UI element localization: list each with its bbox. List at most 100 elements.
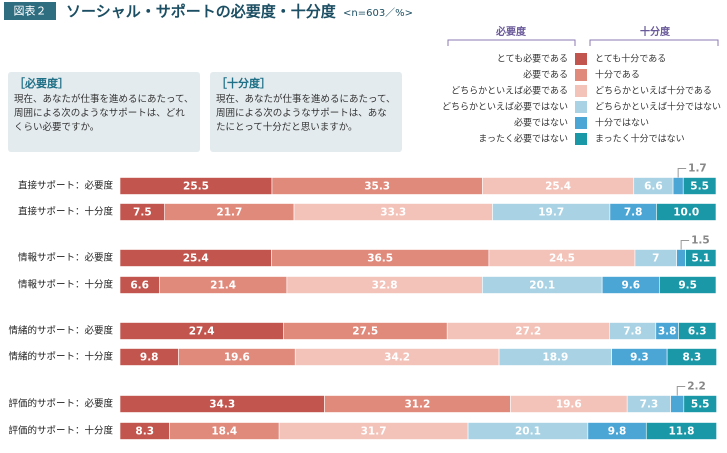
value-label: 6.6 [644,181,663,193]
legend-swatch [575,53,587,65]
value-label: 32.8 [372,280,398,292]
value-label: 8.3 [683,352,702,364]
value-label: 9.5 [678,280,697,292]
row-label: 情緒的サポート：十分度 [8,351,113,363]
value-label: 21.4 [210,280,236,292]
legend-title: 必要度 [495,25,527,38]
bar-segment [666,348,717,366]
box-title: ［十分度］ [216,77,271,90]
value-label: 7.3 [640,399,659,411]
note: <n=603／%> [343,7,413,19]
value-label: 1.5 [691,235,710,247]
value-label: 19.7 [538,207,564,219]
bar-segment [685,249,717,267]
value-label: 35.3 [364,181,390,193]
value-label: 31.2 [404,399,430,411]
leader-line [677,168,687,178]
row-label: 評価的サポート：十分度 [8,425,113,437]
box-title: ［必要度］ [14,77,69,90]
legend-label: まったく十分ではない [595,133,685,145]
value-label: 25.4 [545,181,571,193]
value-label: 20.1 [529,280,555,292]
value-label: 19.6 [224,352,250,364]
value-label: 7 [652,253,659,265]
box-text: 現在、あなたが仕事を進めるにあたって、周囲による次のようなサポートは、どれくらい… [14,94,194,133]
badge-bg [4,2,56,20]
value-label: 7.5 [133,207,152,219]
row-label: 直接サポート：十分度 [18,206,114,218]
badge: 図表２ [14,4,47,18]
legend-label: とても十分である [595,53,666,65]
value-label: 27.2 [515,326,541,338]
bar-segment [656,203,717,221]
value-label: 11.8 [668,426,694,438]
value-label: 27.5 [352,326,378,338]
box-text: 現在、あなたが仕事を進めるにあたって、周囲による次のようなサポートは、あなたにと… [216,94,396,133]
bar-segment [670,395,685,413]
bar-segment [683,395,717,413]
bar-segment [678,322,717,340]
value-label: 18.4 [211,426,237,438]
value-label: 5.5 [691,399,710,411]
value-label: 9.3 [630,352,649,364]
bracket [589,39,719,46]
value-label: 3.8 [658,326,677,338]
bar-segment [645,422,717,440]
bar-segment [676,249,686,267]
value-label: 5.5 [690,181,709,193]
legend-swatch [575,85,587,97]
title: ソーシャル・サポートの必要度・十分度 [66,3,337,21]
legend-swatch [575,117,587,129]
value-label: 1.7 [688,163,707,175]
value-label: 36.5 [367,253,393,265]
info-box: ［必要度］ 現在、あなたが仕事を進めるにあたって、周囲による次のようなサポートは、… [8,72,200,152]
value-label: 18.9 [542,352,568,364]
value-label: 21.7 [216,207,242,219]
value-label: 9.6 [621,280,640,292]
legend-label: どちらかといえば必要ではない [442,101,568,113]
value-label: 25.5 [183,181,209,193]
value-label: 9.8 [140,352,159,364]
value-label: 7.8 [623,326,642,338]
value-label: 34.3 [209,399,235,411]
value-label: 8.3 [135,426,154,438]
legend-label: 十分である [595,69,640,81]
legend-title: 十分度 [640,25,671,38]
legend-label: まったく必要ではない [478,133,568,145]
bar-segment [682,177,717,195]
row-label: 直接サポート：必要度 [18,180,114,192]
row-label: 情報サポート：必要度 [18,252,114,264]
value-label: 6.6 [130,280,149,292]
value-label: 10.0 [673,207,699,219]
row-label: 評価的サポート：必要度 [8,398,113,410]
value-label: 7.8 [624,207,643,219]
leader-line [680,240,690,250]
value-label: 31.7 [361,426,387,438]
legend-swatch [575,133,587,145]
legend-swatch [575,101,587,113]
row-label: 情報サポート：十分度 [18,279,114,291]
legend-label: とても必要である [497,53,568,65]
bracket [447,39,576,46]
bar-segment [672,177,684,195]
value-label: 2.2 [687,381,706,393]
value-label: 25.4 [183,253,209,265]
bar-segment [659,276,717,294]
value-label: 9.8 [608,426,627,438]
value-label: 6.3 [688,326,707,338]
value-label: 27.4 [189,326,215,338]
legend-swatch [575,69,587,81]
legend-label: 必要ではない [514,117,568,129]
legend-label: どちらかといえば十分ではない [595,101,721,113]
legend-label: 必要である [523,69,568,81]
value-label: 34.2 [384,352,410,364]
value-label: 24.5 [549,253,575,265]
value-label: 19.6 [556,399,582,411]
info-box: ［十分度］ 現在、あなたが仕事を進めるにあたって、周囲による次のようなサポートは、… [210,72,402,152]
value-label: 20.1 [515,426,541,438]
leader-line [676,386,686,396]
legend-label: どちらかといえば十分である [595,85,712,97]
value-label: 5.1 [691,253,710,265]
